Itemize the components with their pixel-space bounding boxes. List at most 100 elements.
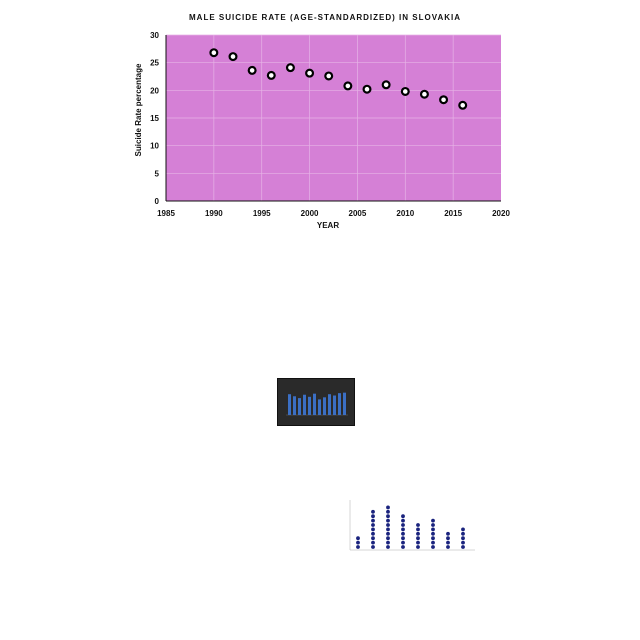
thumb-dot [461, 540, 465, 545]
thumb-dot [371, 545, 375, 549]
thumb-dot [401, 531, 405, 536]
thumb-dot [401, 527, 405, 532]
data-point [381, 80, 391, 90]
thumb-bar [308, 396, 311, 415]
thumb-bar [323, 397, 326, 415]
thumb-dot [386, 540, 390, 545]
thumb-dot [386, 523, 390, 527]
data-point [324, 71, 334, 81]
thumb-dot [461, 545, 465, 549]
dot-plot-svg [349, 500, 475, 551]
thumb-dot [386, 527, 390, 532]
x-axis-label: YEAR [317, 221, 339, 230]
thumb-bar [333, 395, 336, 415]
grid-lines [166, 34, 501, 201]
thumb-dot [371, 523, 375, 527]
dark-bar-chart-svg [286, 392, 348, 416]
thumb-dot [401, 518, 405, 523]
thumb-dot [416, 540, 420, 545]
y-axis-label: Suicide Rate percentage [134, 63, 143, 156]
data-point [439, 95, 449, 105]
x-tick-label: 2000 [301, 209, 319, 218]
thumb-dot [386, 509, 390, 514]
x-tick-label: 2020 [492, 209, 510, 218]
data-points [209, 48, 468, 110]
thumb-dot [431, 527, 435, 532]
data-point [343, 81, 353, 91]
x-tick-label: 1995 [253, 209, 271, 218]
thumb-dot [371, 514, 375, 519]
x-tick-label: 2010 [396, 209, 414, 218]
data-point [285, 63, 295, 73]
y-tick-label: 10 [150, 142, 159, 151]
thumb-dot [431, 518, 435, 523]
data-point [209, 48, 219, 58]
thumb-dot [431, 523, 435, 527]
dot-plot-thumbnail [330, 490, 480, 560]
thumb-dot [431, 531, 435, 536]
y-tick-label: 20 [150, 86, 159, 95]
data-point [419, 89, 429, 99]
thumb-dot [371, 518, 375, 523]
thumb-bar [298, 398, 301, 415]
thumb-bar [303, 394, 306, 415]
y-tick-label: 30 [150, 31, 159, 40]
x-tick-label: 2015 [444, 209, 462, 218]
thumb-dot [401, 540, 405, 545]
x-tick-label: 2005 [349, 209, 367, 218]
thumb-bar [328, 394, 331, 415]
thumb-bar [318, 399, 321, 415]
thumb-bar [313, 393, 316, 415]
thumb-dot [386, 518, 390, 523]
thumb-dot [446, 536, 450, 541]
thumb-dot [416, 545, 420, 549]
thumb-dot [401, 545, 405, 549]
thumb-dot [416, 531, 420, 536]
y-tick-label: 25 [150, 59, 159, 68]
x-tick-label: 1985 [157, 209, 175, 218]
data-point [362, 84, 372, 94]
data-point [305, 68, 315, 78]
thumb-dot [401, 514, 405, 519]
thumb-dot [356, 536, 360, 541]
dark-bar-chart-thumbnail [277, 378, 355, 426]
y-tick-label: 0 [155, 197, 160, 206]
thumb-dot [461, 531, 465, 536]
thumb-dot [431, 536, 435, 541]
thumb-dot [386, 531, 390, 536]
scatter-chart: MALE SUICIDE RATE (AGE-STANDARDIZED) IN … [134, 13, 510, 230]
thumb-bar [338, 393, 341, 415]
thumb-dot [416, 523, 420, 527]
data-point [458, 100, 468, 110]
thumb-dot [416, 536, 420, 541]
y-tick-label: 5 [155, 169, 160, 178]
thumb-dot [386, 545, 390, 549]
thumb-dot [431, 540, 435, 545]
thumb-dot [371, 536, 375, 541]
thumb-dot [401, 536, 405, 541]
tick-labels: 0 5 10 15 20 25 30 1985 1990 1995 2000 2005 2010 2015… [150, 31, 510, 218]
thumb-dot [401, 523, 405, 527]
thumb-dot [386, 536, 390, 541]
y-tick-label: 15 [150, 114, 159, 123]
x-tick-label: 1990 [205, 209, 223, 218]
thumb-dot [431, 545, 435, 549]
thumb-dot [461, 536, 465, 541]
thumb-dot [446, 545, 450, 549]
axes [165, 35, 501, 202]
thumb-bar [293, 396, 296, 415]
thumb-dot [356, 545, 360, 549]
data-point [266, 70, 276, 80]
data-point [247, 65, 257, 75]
data-point [400, 86, 410, 96]
thumb-bar [288, 394, 291, 415]
thumb-dot [371, 509, 375, 514]
thumb-dot [371, 527, 375, 532]
thumb-dot [386, 514, 390, 519]
thumb-dot [416, 527, 420, 532]
thumb-bar [343, 392, 346, 415]
thumb-dot [461, 527, 465, 532]
thumb-dot [371, 540, 375, 545]
thumb-dot [446, 540, 450, 545]
data-point [228, 52, 238, 62]
